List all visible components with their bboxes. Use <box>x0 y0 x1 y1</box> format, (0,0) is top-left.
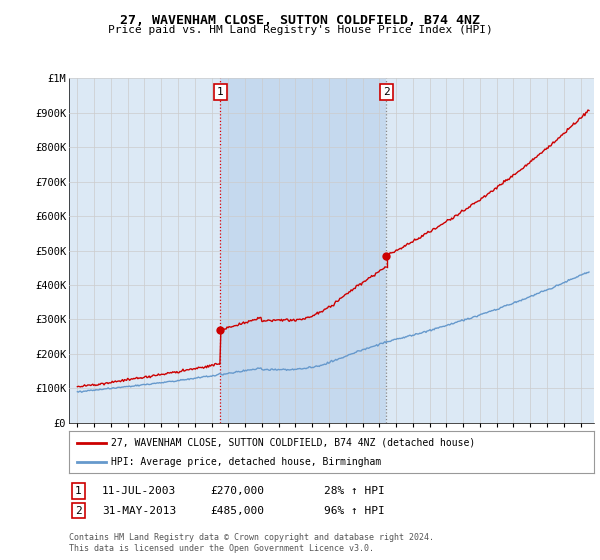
Text: 27, WAVENHAM CLOSE, SUTTON COLDFIELD, B74 4NZ (detached house): 27, WAVENHAM CLOSE, SUTTON COLDFIELD, B7… <box>111 437 475 447</box>
Text: 1: 1 <box>217 87 224 97</box>
Text: 96% ↑ HPI: 96% ↑ HPI <box>324 506 385 516</box>
Text: 1: 1 <box>75 486 82 496</box>
Text: 2: 2 <box>75 506 82 516</box>
Text: 11-JUL-2003: 11-JUL-2003 <box>102 486 176 496</box>
Text: HPI: Average price, detached house, Birmingham: HPI: Average price, detached house, Birm… <box>111 457 381 467</box>
Text: £485,000: £485,000 <box>210 506 264 516</box>
Text: 27, WAVENHAM CLOSE, SUTTON COLDFIELD, B74 4NZ: 27, WAVENHAM CLOSE, SUTTON COLDFIELD, B7… <box>120 14 480 27</box>
Text: 28% ↑ HPI: 28% ↑ HPI <box>324 486 385 496</box>
Text: Price paid vs. HM Land Registry's House Price Index (HPI): Price paid vs. HM Land Registry's House … <box>107 25 493 35</box>
Text: 31-MAY-2013: 31-MAY-2013 <box>102 506 176 516</box>
Text: Contains HM Land Registry data © Crown copyright and database right 2024.
This d: Contains HM Land Registry data © Crown c… <box>69 533 434 553</box>
Text: £270,000: £270,000 <box>210 486 264 496</box>
Text: 2: 2 <box>383 87 390 97</box>
Bar <box>220 78 386 423</box>
